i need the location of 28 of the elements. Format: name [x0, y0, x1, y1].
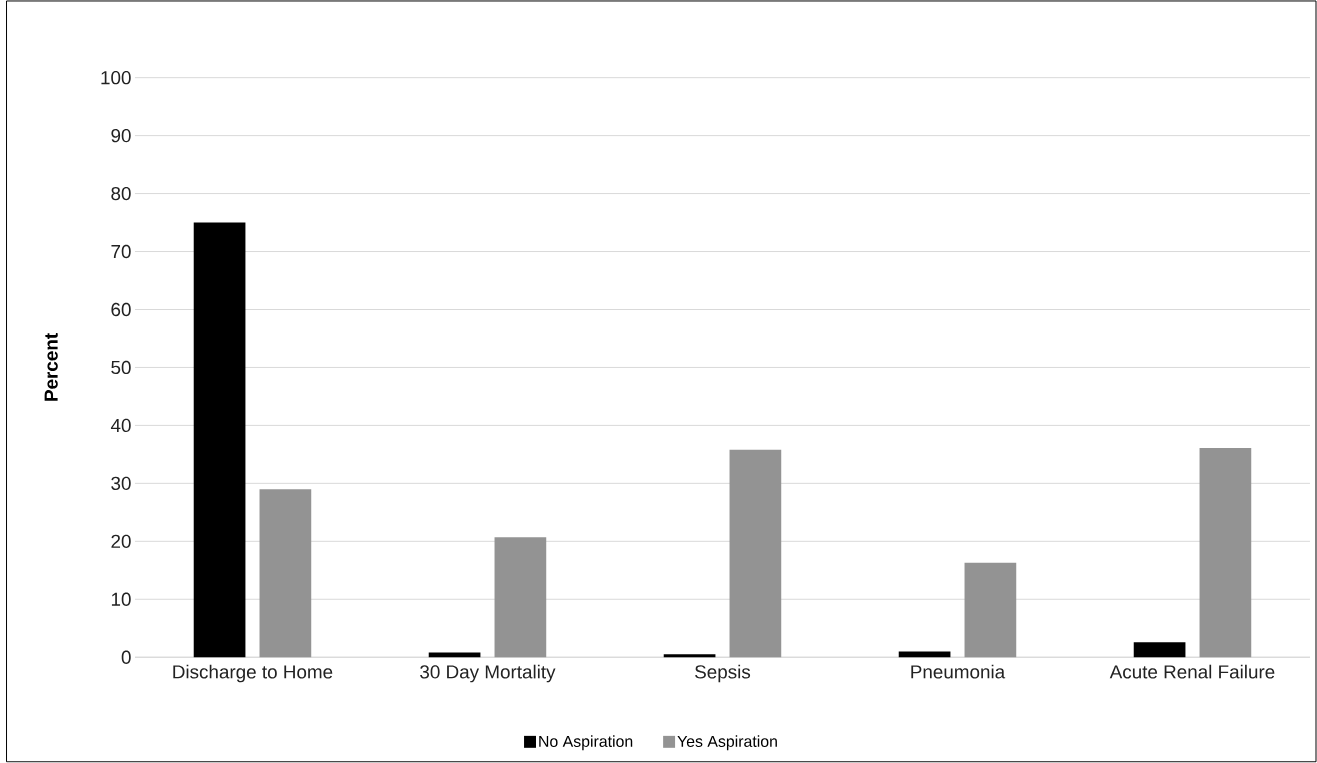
bar	[193, 222, 246, 658]
y-tick-label: 100	[101, 71, 131, 85]
x-tick-label: Discharge to Home	[173, 664, 333, 683]
y-axis-title: Percent	[44, 333, 58, 401]
y-tick-label: 60	[111, 302, 131, 317]
x-tick-label: Pneumonia	[911, 664, 1006, 679]
y-tick-label: 0	[121, 650, 131, 665]
x-tick-label: Sepsis	[695, 664, 751, 683]
legend-label: No Aspiration	[539, 735, 633, 751]
y-tick-label: 90	[111, 129, 131, 143]
y-tick-label: 80	[111, 187, 131, 201]
bar	[898, 651, 951, 658]
y-tick-label: 20	[111, 534, 131, 549]
x-tick-label: Acute Renal Failure	[1109, 664, 1275, 679]
y-tick-label: 40	[110, 418, 131, 433]
y-tick-label: 70	[111, 244, 131, 259]
y-tick-label: 50	[111, 360, 131, 375]
bar	[663, 654, 716, 658]
bar	[259, 489, 312, 658]
bar	[494, 537, 547, 658]
bar	[729, 449, 782, 658]
x-tick-label: 30 Day Mortality	[420, 664, 556, 683]
bar	[1199, 448, 1252, 658]
bar	[1133, 642, 1186, 658]
y-tick-label: 10	[111, 592, 131, 607]
bar	[964, 562, 1017, 658]
legend-label: Yes Aspiration	[677, 735, 777, 751]
y-tick-label: 30	[111, 476, 131, 491]
